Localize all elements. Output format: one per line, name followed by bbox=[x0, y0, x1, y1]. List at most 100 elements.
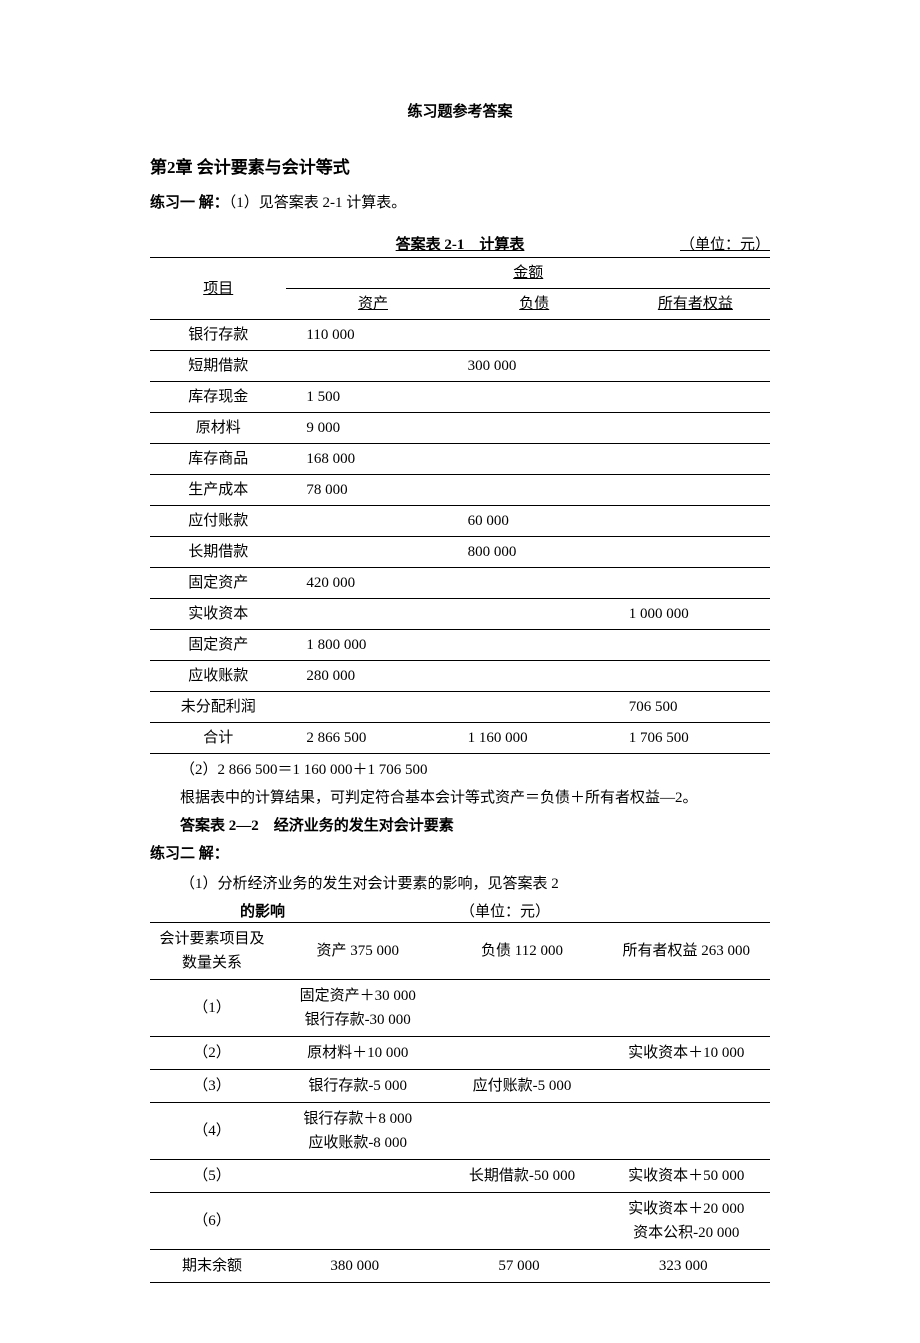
cell-liab bbox=[448, 320, 609, 351]
table-row: 应付账款60 000 bbox=[150, 506, 770, 537]
cell-num: （4） bbox=[150, 1103, 274, 1160]
table-row: 库存商品168 000 bbox=[150, 444, 770, 475]
table1-caption-center: 答案表 2-1 计算表 bbox=[396, 233, 525, 257]
cell-asset: 原材料＋10 000 bbox=[274, 1037, 441, 1070]
cell-asset bbox=[286, 506, 447, 537]
exercise2-text: （1）分析经济业务的发生对会计要素的影响，见答案表 2 bbox=[150, 872, 770, 896]
cell-asset: 1 500 bbox=[286, 382, 447, 413]
cell-item: 短期借款 bbox=[150, 351, 286, 382]
cell-asset: 银行存款-5 000 bbox=[274, 1070, 441, 1103]
table-row: （5）长期借款-50 000实收资本＋50 000 bbox=[150, 1160, 770, 1193]
cell-asset: 1 800 000 bbox=[286, 630, 447, 661]
cell-equity bbox=[609, 568, 770, 599]
cell-asset: 2 866 500 bbox=[286, 723, 447, 754]
table-row: 固定资产420 000 bbox=[150, 568, 770, 599]
cell-liab bbox=[441, 1103, 602, 1160]
table-row: （4）银行存款＋8 000应收账款-8 000 bbox=[150, 1103, 770, 1160]
cell-liab bbox=[448, 568, 609, 599]
cell-liab bbox=[448, 382, 609, 413]
cell-liab bbox=[448, 630, 609, 661]
cell-equity bbox=[609, 320, 770, 351]
cell-asset: 固定资产＋30 000银行存款-30 000 bbox=[274, 980, 441, 1037]
col-amount: 金额 bbox=[286, 258, 770, 289]
cell-item: 未分配利润 bbox=[150, 692, 286, 723]
table-row: （6） 实收资本＋20 000资本公积-20 000 bbox=[150, 1193, 770, 1250]
cell-asset: 280 000 bbox=[286, 661, 447, 692]
cell-liab bbox=[448, 661, 609, 692]
cell-equity bbox=[609, 382, 770, 413]
t2-last-eq: 323 000 bbox=[603, 1250, 770, 1283]
col-item: 项目 bbox=[150, 258, 286, 320]
cell-item: 库存现金 bbox=[150, 382, 286, 413]
table2-cap-right: （单位：元） bbox=[460, 900, 550, 924]
cell-num: （3） bbox=[150, 1070, 274, 1103]
cell-asset bbox=[274, 1160, 441, 1193]
table-row: 合计2 866 5001 160 0001 706 500 bbox=[150, 723, 770, 754]
table-row: 未分配利润706 500 bbox=[150, 692, 770, 723]
cell-equity bbox=[609, 413, 770, 444]
cell-item: 库存商品 bbox=[150, 444, 286, 475]
page-title: 练习题参考答案 bbox=[150, 100, 770, 124]
cell-equity: 1 000 000 bbox=[609, 599, 770, 630]
cell-equity bbox=[609, 537, 770, 568]
cell-asset: 168 000 bbox=[286, 444, 447, 475]
t2-last-liab: 57 000 bbox=[441, 1250, 602, 1283]
t2-last-asset: 380 000 bbox=[274, 1250, 441, 1283]
chapter-heading: 第2章 会计要素与会计等式 bbox=[150, 154, 770, 181]
cell-liab bbox=[448, 413, 609, 444]
table-row: 应收账款280 000 bbox=[150, 661, 770, 692]
cell-liab bbox=[448, 444, 609, 475]
cell-equity: 1 706 500 bbox=[609, 723, 770, 754]
cell-num: （2） bbox=[150, 1037, 274, 1070]
table2: 会计要素项目及数量关系 资产 375 000 负债 112 000 所有者权益 … bbox=[150, 922, 770, 1283]
cell-liab bbox=[441, 1037, 602, 1070]
cell-asset bbox=[274, 1193, 441, 1250]
t2-last-label: 期末余额 bbox=[150, 1250, 274, 1283]
table-row: 生产成本78 000 bbox=[150, 475, 770, 506]
cell-liab bbox=[448, 692, 609, 723]
table1-caption-right: （单位：元） bbox=[680, 233, 770, 257]
cell-equity bbox=[609, 506, 770, 537]
cell-asset bbox=[286, 599, 447, 630]
exercise1-intro: 练习一 解：（1）见答案表 2-1 计算表。 bbox=[150, 191, 770, 215]
cell-num: （6） bbox=[150, 1193, 274, 1250]
t2-hdr1: 会计要素项目及数量关系 bbox=[150, 923, 274, 980]
exercise1-label: 练习一 解： bbox=[150, 195, 229, 211]
table2-cap-left: 的影响 bbox=[240, 900, 285, 924]
cell-equity bbox=[609, 351, 770, 382]
cell-item: 生产成本 bbox=[150, 475, 286, 506]
cell-item: 应付账款 bbox=[150, 506, 286, 537]
cell-asset: 110 000 bbox=[286, 320, 447, 351]
table2-title: 答案表 2—2 经济业务的发生对会计要素 bbox=[150, 814, 770, 838]
col-asset: 资产 bbox=[286, 289, 447, 320]
cell-item: 银行存款 bbox=[150, 320, 286, 351]
exercise1-text: （1）见答案表 2-1 计算表。 bbox=[229, 195, 407, 211]
cell-equity bbox=[609, 661, 770, 692]
exercise2-label: 练习二 解： bbox=[150, 846, 229, 862]
t2-hdr2: 资产 375 000 bbox=[274, 923, 441, 980]
cell-asset bbox=[286, 351, 447, 382]
cell-equity: 实收资本＋20 000资本公积-20 000 bbox=[603, 1193, 770, 1250]
table-row: 固定资产1 800 000 bbox=[150, 630, 770, 661]
cell-item: 长期借款 bbox=[150, 537, 286, 568]
table-row: 长期借款 800 000 bbox=[150, 537, 770, 568]
table-row: 银行存款110 000 bbox=[150, 320, 770, 351]
cell-liab: 应付账款-5 000 bbox=[441, 1070, 602, 1103]
table-row: 库存现金1 500 bbox=[150, 382, 770, 413]
cell-item: 实收资本 bbox=[150, 599, 286, 630]
table-row: 短期借款 300 000 bbox=[150, 351, 770, 382]
cell-liab: 300 000 bbox=[448, 351, 609, 382]
cell-liab: 长期借款-50 000 bbox=[441, 1160, 602, 1193]
cell-equity bbox=[609, 444, 770, 475]
table1: 项目 金额 资产 负债 所有者权益 银行存款110 000短期借款300 000… bbox=[150, 257, 770, 754]
cell-equity bbox=[603, 980, 770, 1037]
cell-liab bbox=[441, 980, 602, 1037]
equation-line: （2）2 866 500＝1 160 000＋1 706 500 bbox=[150, 758, 770, 782]
cell-equity: 实收资本＋50 000 bbox=[603, 1160, 770, 1193]
cell-item: 固定资产 bbox=[150, 568, 286, 599]
cell-liab: 800 000 bbox=[448, 537, 609, 568]
cell-asset: 420 000 bbox=[286, 568, 447, 599]
cell-item: 应收账款 bbox=[150, 661, 286, 692]
cell-equity bbox=[609, 475, 770, 506]
table-row: （2）原材料＋10 000实收资本＋10 000 bbox=[150, 1037, 770, 1070]
